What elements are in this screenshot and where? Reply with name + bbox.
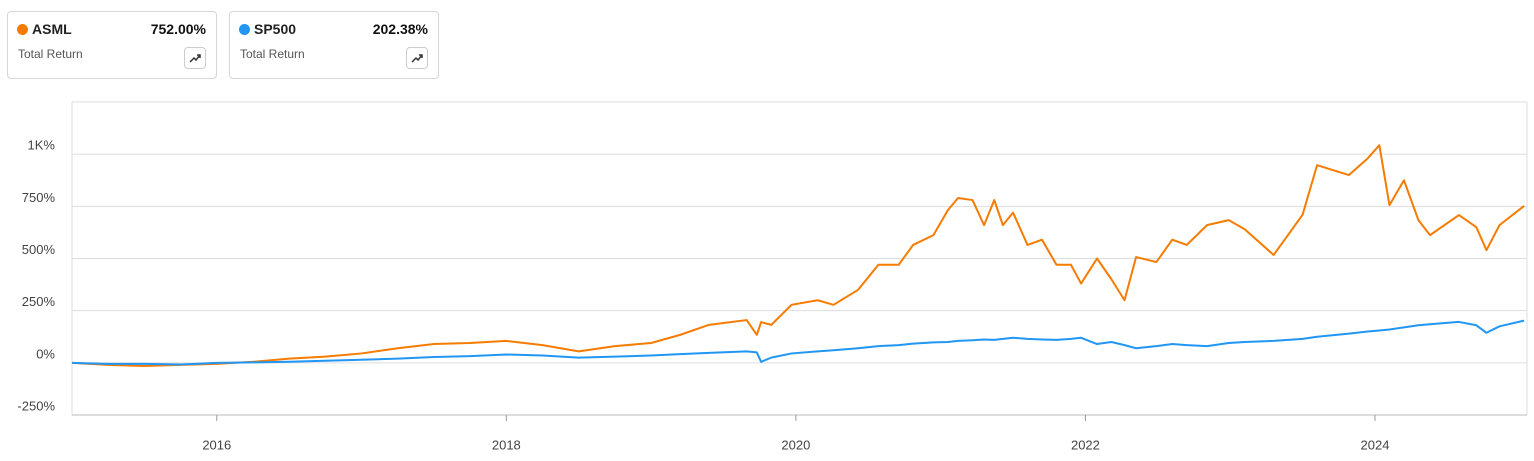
y-tick-label: 500% xyxy=(22,242,56,257)
legend-label: SP500 xyxy=(254,21,297,37)
x-tick-label: 2020 xyxy=(781,437,810,452)
trend-icon xyxy=(411,54,423,63)
legend-label: ASML xyxy=(32,21,72,37)
total-return-value: 752.00% xyxy=(150,21,206,37)
series-line xyxy=(71,144,1525,367)
metric-label: Total Return xyxy=(18,47,83,61)
y-tick-label: -250% xyxy=(17,398,55,413)
x-tick-label: 2024 xyxy=(1361,437,1390,452)
total-return-value: 202.38% xyxy=(372,21,428,37)
trend-icon xyxy=(189,54,201,63)
legend-marker xyxy=(17,24,28,35)
chart-toggle-icon[interactable] xyxy=(184,47,206,69)
y-tick-label: 1K% xyxy=(28,138,56,153)
x-tick-label: 2022 xyxy=(1071,437,1100,452)
series-line xyxy=(71,319,1525,366)
metric-label: Total Return xyxy=(240,47,305,61)
y-tick-label: 750% xyxy=(22,190,56,205)
y-tick-label: 0% xyxy=(36,346,55,361)
legend-card[interactable]: ASML 752.00% Total Return xyxy=(7,11,217,79)
y-tick-label: 250% xyxy=(22,294,56,309)
chart-toggle-icon[interactable] xyxy=(406,47,428,69)
legend-marker xyxy=(239,24,250,35)
legend-card[interactable]: SP500 202.38% Total Return xyxy=(229,11,439,79)
x-tick-label: 2016 xyxy=(202,437,231,452)
x-tick-label: 2018 xyxy=(492,437,521,452)
